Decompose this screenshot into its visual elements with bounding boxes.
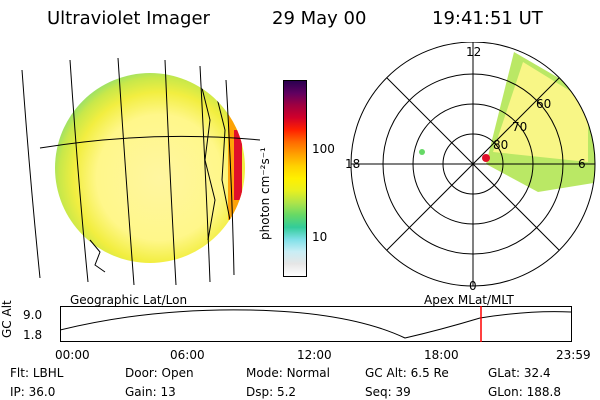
aurora-spot: [419, 149, 425, 155]
geographic-label: Geographic Lat/Lon: [70, 293, 188, 307]
x-tick-1800: 18:00: [424, 348, 459, 362]
lat-label-60: 60: [536, 97, 552, 111]
info-gain: Gain: 13: [125, 385, 176, 399]
latitude-line: [39, 135, 260, 149]
mlt-label-18: 18: [345, 157, 361, 171]
earth-image: [21, 57, 260, 286]
colorbar-tick-100: 100: [312, 142, 335, 156]
instrument-title: Ultraviolet Imager: [47, 8, 210, 29]
alt-min-label: 1.8: [23, 328, 43, 342]
aurora-hotspot: [482, 154, 490, 162]
x-tick-0600: 06:00: [170, 348, 205, 362]
coastline: [89, 239, 106, 273]
colorbar: [283, 80, 307, 277]
info-door: Door: Open: [125, 366, 194, 380]
lat-label-70: 70: [512, 120, 528, 134]
altitude-timeline: [60, 306, 572, 342]
apex-label: Apex MLat/MLT: [424, 293, 514, 307]
info-ip: IP: 36.0: [10, 385, 56, 399]
x-tick-0000: 00:00: [55, 348, 90, 362]
polar-axis-diag2: [386, 77, 560, 251]
colorbar-unit-label: photon cm⁻²s⁻¹: [258, 147, 272, 240]
mlt-label-12: 12: [466, 45, 482, 59]
x-tick-1200: 12:00: [297, 348, 332, 362]
info-flt: Flt: LBHL: [10, 366, 64, 380]
polar-plot: [350, 42, 596, 287]
info-mode: Mode: Normal: [246, 366, 330, 380]
info-glon: GLon: 188.8: [488, 385, 561, 399]
timeline-frame: [60, 306, 572, 342]
mlt-label-0: 0: [469, 279, 477, 293]
info-seq: Seq: 39: [365, 385, 411, 399]
gc-alt-axis-label: GC Alt: [0, 300, 14, 338]
earth-disk: [55, 73, 245, 263]
colorbar-tick-10: 10: [312, 230, 328, 244]
mlt-label-6: 6: [578, 157, 586, 171]
x-tick-2359: 23:59: [556, 348, 591, 362]
info-dsp: Dsp: 5.2: [246, 385, 297, 399]
info-gc-alt: GC Alt: 6.5 Re: [365, 366, 449, 380]
info-glat: GLat: 32.4: [488, 366, 551, 380]
altitude-curve: [60, 309, 572, 339]
alt-max-label: 9.0: [23, 308, 43, 322]
time-label: 19:41:51 UT: [432, 8, 543, 29]
date-label: 29 May 00: [272, 8, 367, 29]
lat-label-80: 80: [493, 138, 509, 152]
meridian-lines: [21, 57, 235, 286]
